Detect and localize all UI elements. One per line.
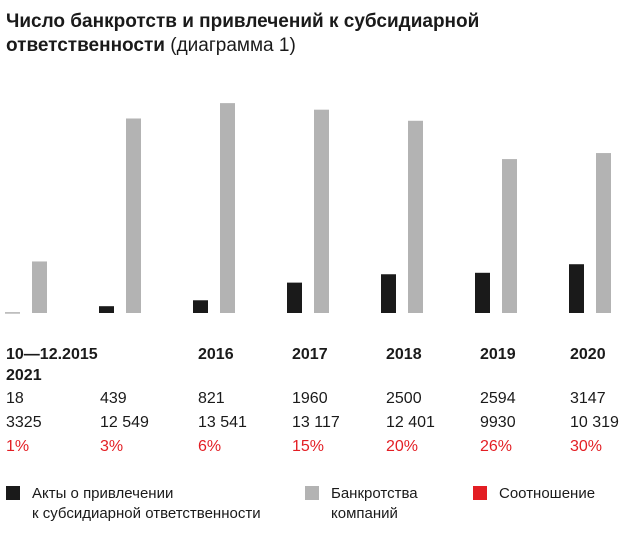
bar-bankruptcies [408, 120, 423, 313]
value-label-ratio: 20% [386, 438, 418, 455]
category-label: 2019 [480, 346, 516, 363]
chart-title-suffix: (диаграмма 1) [170, 35, 296, 56]
value-label-ratio: 15% [292, 438, 324, 455]
category-label: 10—12.2015 [6, 346, 98, 363]
category-label: 2017 [292, 346, 328, 363]
value-label-acts: 1960 [292, 390, 328, 407]
legend-label-acts-2: к субсидиарной ответственности [32, 505, 261, 522]
value-label-ratio: 30% [570, 438, 602, 455]
value-label-acts: 18 [6, 390, 24, 407]
value-label-bankruptcies: 3325 [6, 414, 42, 431]
value-label-ratio: 3% [100, 438, 123, 455]
legend-label-ratio: Соотношение [499, 485, 596, 502]
legend-swatch-acts [6, 486, 20, 500]
bar-acts [99, 306, 114, 313]
bar-bankruptcies [314, 109, 329, 314]
bar-acts [475, 272, 490, 313]
value-label-bankruptcies: 12 401 [386, 414, 435, 431]
legend-swatch-bankruptcies [305, 486, 319, 500]
category-label: 2020 [570, 346, 606, 363]
chart-title: Число банкротств и привлечений к субсиди… [6, 10, 626, 58]
value-label-bankruptcies: 12 549 [100, 414, 149, 431]
value-label-bankruptcies: 13 541 [198, 414, 247, 431]
category-label: 2016 [198, 346, 234, 363]
bar-bankruptcies [220, 103, 235, 313]
bar-bankruptcies [502, 159, 517, 313]
value-label-bankruptcies: 10 319 [570, 414, 619, 431]
value-label-acts: 439 [100, 390, 127, 407]
legend-label-bankruptcies-1: Банкротства [331, 485, 418, 502]
value-label-bankruptcies: 13 117 [292, 414, 340, 431]
bar-chart: 10—12.2015 2016 2017 2018 2019 2020 2021 18 439 8… [5, 103, 619, 455]
chart-title-main: Число банкротств и привлечений к субсиди… [6, 11, 480, 56]
bar-acts [193, 300, 208, 313]
category-label: 2018 [386, 346, 422, 363]
bar-bankruptcies [596, 153, 611, 313]
bar-acts [569, 264, 584, 313]
value-label-ratio: 6% [198, 438, 221, 455]
value-label-acts: 3147 [570, 390, 606, 407]
legend-label-acts-1: Акты о привлечении [32, 485, 174, 502]
bar-bankruptcies [126, 118, 141, 313]
value-label-ratio: 26% [480, 438, 512, 455]
value-label-acts: 821 [198, 390, 225, 407]
value-label-acts: 2500 [386, 390, 422, 407]
legend-swatch-ratio [473, 486, 487, 500]
value-label-bankruptcies: 9930 [480, 414, 516, 431]
bar-acts [381, 274, 396, 313]
category-label: 2021 [6, 367, 42, 384]
bar-acts [287, 282, 302, 313]
bar-bankruptcies [32, 261, 47, 313]
bar-acts [5, 312, 20, 314]
legend-label-bankruptcies-2: компаний [331, 505, 398, 522]
value-label-ratio: 1% [6, 438, 29, 455]
value-label-acts: 2594 [480, 390, 516, 407]
